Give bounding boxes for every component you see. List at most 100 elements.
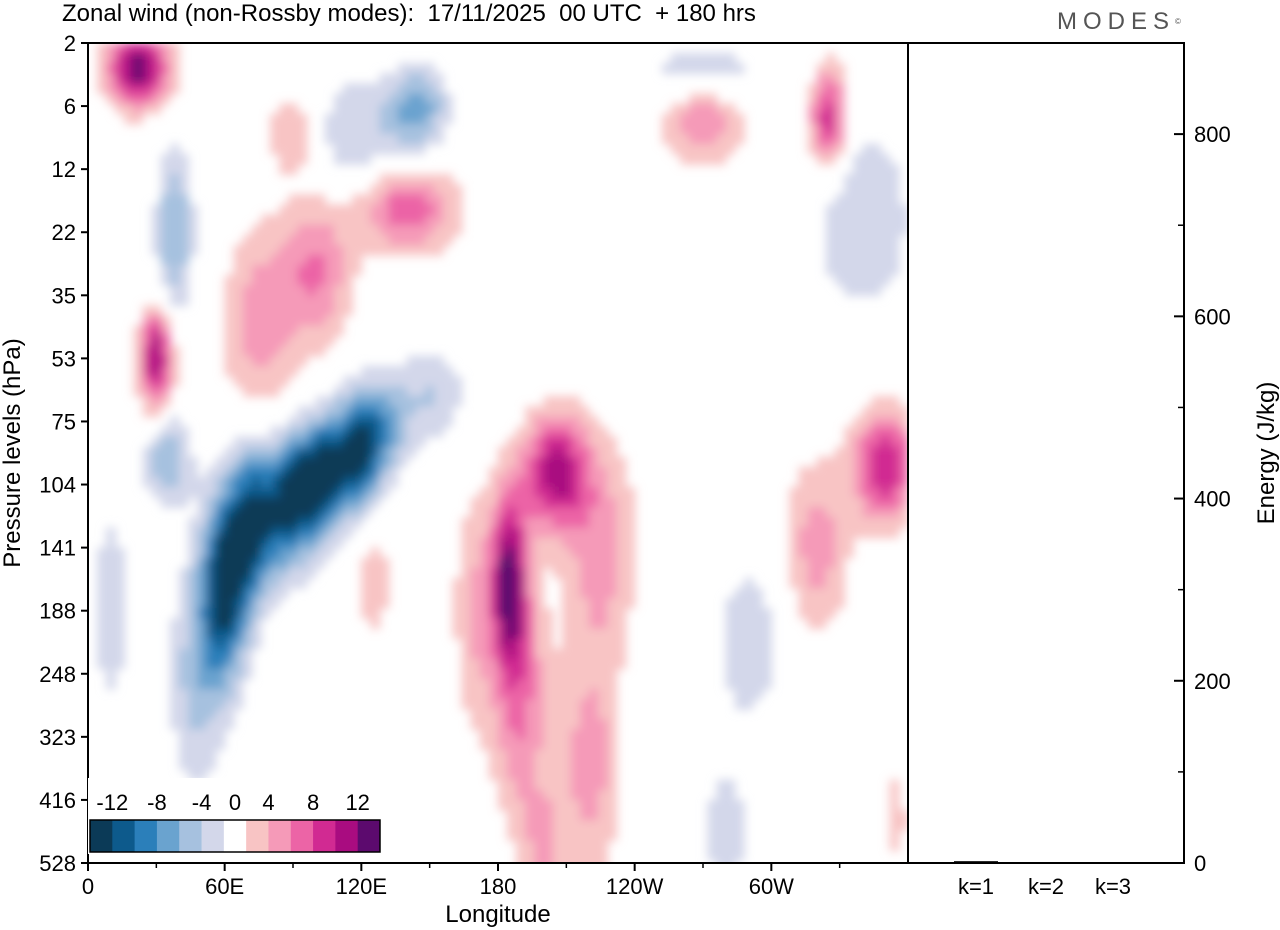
heatmap-cell <box>889 204 900 216</box>
heatmap-cell <box>734 658 745 670</box>
heatmap-cell <box>470 567 481 579</box>
heatmap-cell <box>525 608 536 619</box>
heatmap-cell <box>707 113 718 125</box>
heatmap-cell <box>835 204 845 216</box>
heatmap-cell <box>434 204 444 216</box>
heatmap-cell <box>97 83 107 95</box>
heatmap-cell <box>233 648 244 660</box>
heatmap-cell <box>889 517 900 529</box>
heatmap-cell <box>525 507 536 518</box>
heatmap-cell <box>534 729 545 740</box>
heatmap-cell <box>607 668 618 680</box>
heatmap-cell <box>297 476 308 488</box>
heatmap-cell <box>525 769 536 781</box>
heatmap-cell <box>261 557 271 569</box>
heatmap-cell <box>507 678 517 690</box>
heatmap-cell <box>470 507 481 518</box>
heatmap-cell <box>160 365 171 377</box>
heatmap-cell <box>488 608 499 619</box>
heatmap-cell <box>279 103 290 115</box>
heatmap-cell <box>270 224 280 236</box>
heatmap-cell <box>160 355 171 367</box>
heatmap-cell <box>570 557 581 569</box>
heatmap-cell <box>352 386 362 397</box>
heatmap-cell <box>233 305 244 317</box>
heatmap-cell <box>270 295 280 306</box>
heatmap-cell <box>179 244 189 256</box>
heatmap-cell <box>425 396 435 407</box>
heatmap-cell <box>488 678 499 690</box>
heatmap-cell <box>388 376 399 387</box>
heatmap-cell <box>334 315 344 327</box>
heatmap-cell <box>297 265 308 276</box>
heatmap-cell <box>889 396 900 407</box>
heatmap-cell <box>552 648 563 660</box>
heatmap-cell <box>871 275 882 286</box>
heatmap-cell <box>889 244 900 256</box>
heatmap-cell <box>616 497 627 508</box>
heatmap-cell <box>725 143 736 155</box>
heatmap-cell <box>397 194 408 206</box>
heatmap-cell <box>288 355 299 367</box>
heatmap-cell <box>434 184 444 195</box>
heatmap-cell <box>734 668 745 680</box>
heatmap-cell <box>516 507 526 518</box>
heatmap-cell <box>807 587 818 599</box>
heatmap-cell <box>589 799 599 811</box>
heatmap-cell <box>835 557 845 569</box>
heatmap-cell <box>452 628 463 640</box>
heatmap-cell <box>561 466 572 478</box>
heatmap-cell <box>261 466 271 478</box>
heatmap-cell <box>580 668 590 680</box>
heatmap-cell <box>197 476 208 488</box>
heatmap-cell <box>361 93 372 105</box>
heatmap-cell <box>598 810 608 821</box>
heatmap-cell <box>470 497 481 508</box>
heatmap-cell <box>170 719 180 730</box>
heatmap-cell <box>589 830 599 841</box>
heatmap-cell <box>516 628 526 640</box>
heatmap-cell <box>170 638 180 650</box>
heatmap-cell <box>744 598 754 609</box>
heatmap-cell <box>607 779 618 791</box>
heatmap-cell <box>744 699 754 710</box>
heatmap-cell <box>525 678 536 690</box>
heatmap-cell <box>607 567 618 579</box>
heatmap-cell <box>534 749 545 761</box>
heatmap-cell <box>379 244 390 256</box>
heatmap-cell <box>488 577 499 589</box>
heatmap-cell <box>862 527 873 539</box>
heatmap-cell <box>406 103 417 115</box>
heatmap-cell <box>598 699 608 710</box>
heatmap-cell <box>598 779 608 791</box>
heatmap-cell <box>807 517 818 529</box>
heatmap-cell <box>242 234 253 246</box>
heatmap-cell <box>725 779 736 791</box>
heatmap-cell <box>179 487 189 498</box>
heatmap-cell <box>498 507 508 518</box>
heatmap-cell <box>352 143 362 155</box>
heatmap-cell <box>525 446 536 458</box>
heatmap-cell <box>343 204 353 216</box>
heatmap-cell <box>543 628 554 640</box>
heatmap-cell <box>844 224 854 236</box>
heatmap-cell <box>379 416 390 428</box>
heatmap-cell <box>598 820 608 831</box>
heatmap-cell <box>570 587 581 599</box>
heatmap-cell <box>488 507 499 518</box>
heatmap-cell <box>133 376 144 387</box>
heatmap-cell <box>370 244 381 256</box>
heatmap-cell <box>288 436 299 448</box>
heatmap-cell <box>370 557 381 569</box>
heatmap-cell <box>543 678 554 690</box>
heatmap-cell <box>106 567 116 579</box>
heatmap-cell <box>853 244 864 256</box>
heatmap-cell <box>215 729 226 740</box>
heatmap-cell <box>807 537 818 549</box>
heatmap-cell <box>798 547 809 559</box>
heatmap-cell <box>525 456 536 468</box>
heatmap-cell <box>288 335 299 347</box>
heatmap-cell <box>334 497 344 508</box>
heatmap-cell <box>853 265 864 276</box>
heatmap-cell <box>324 426 335 438</box>
